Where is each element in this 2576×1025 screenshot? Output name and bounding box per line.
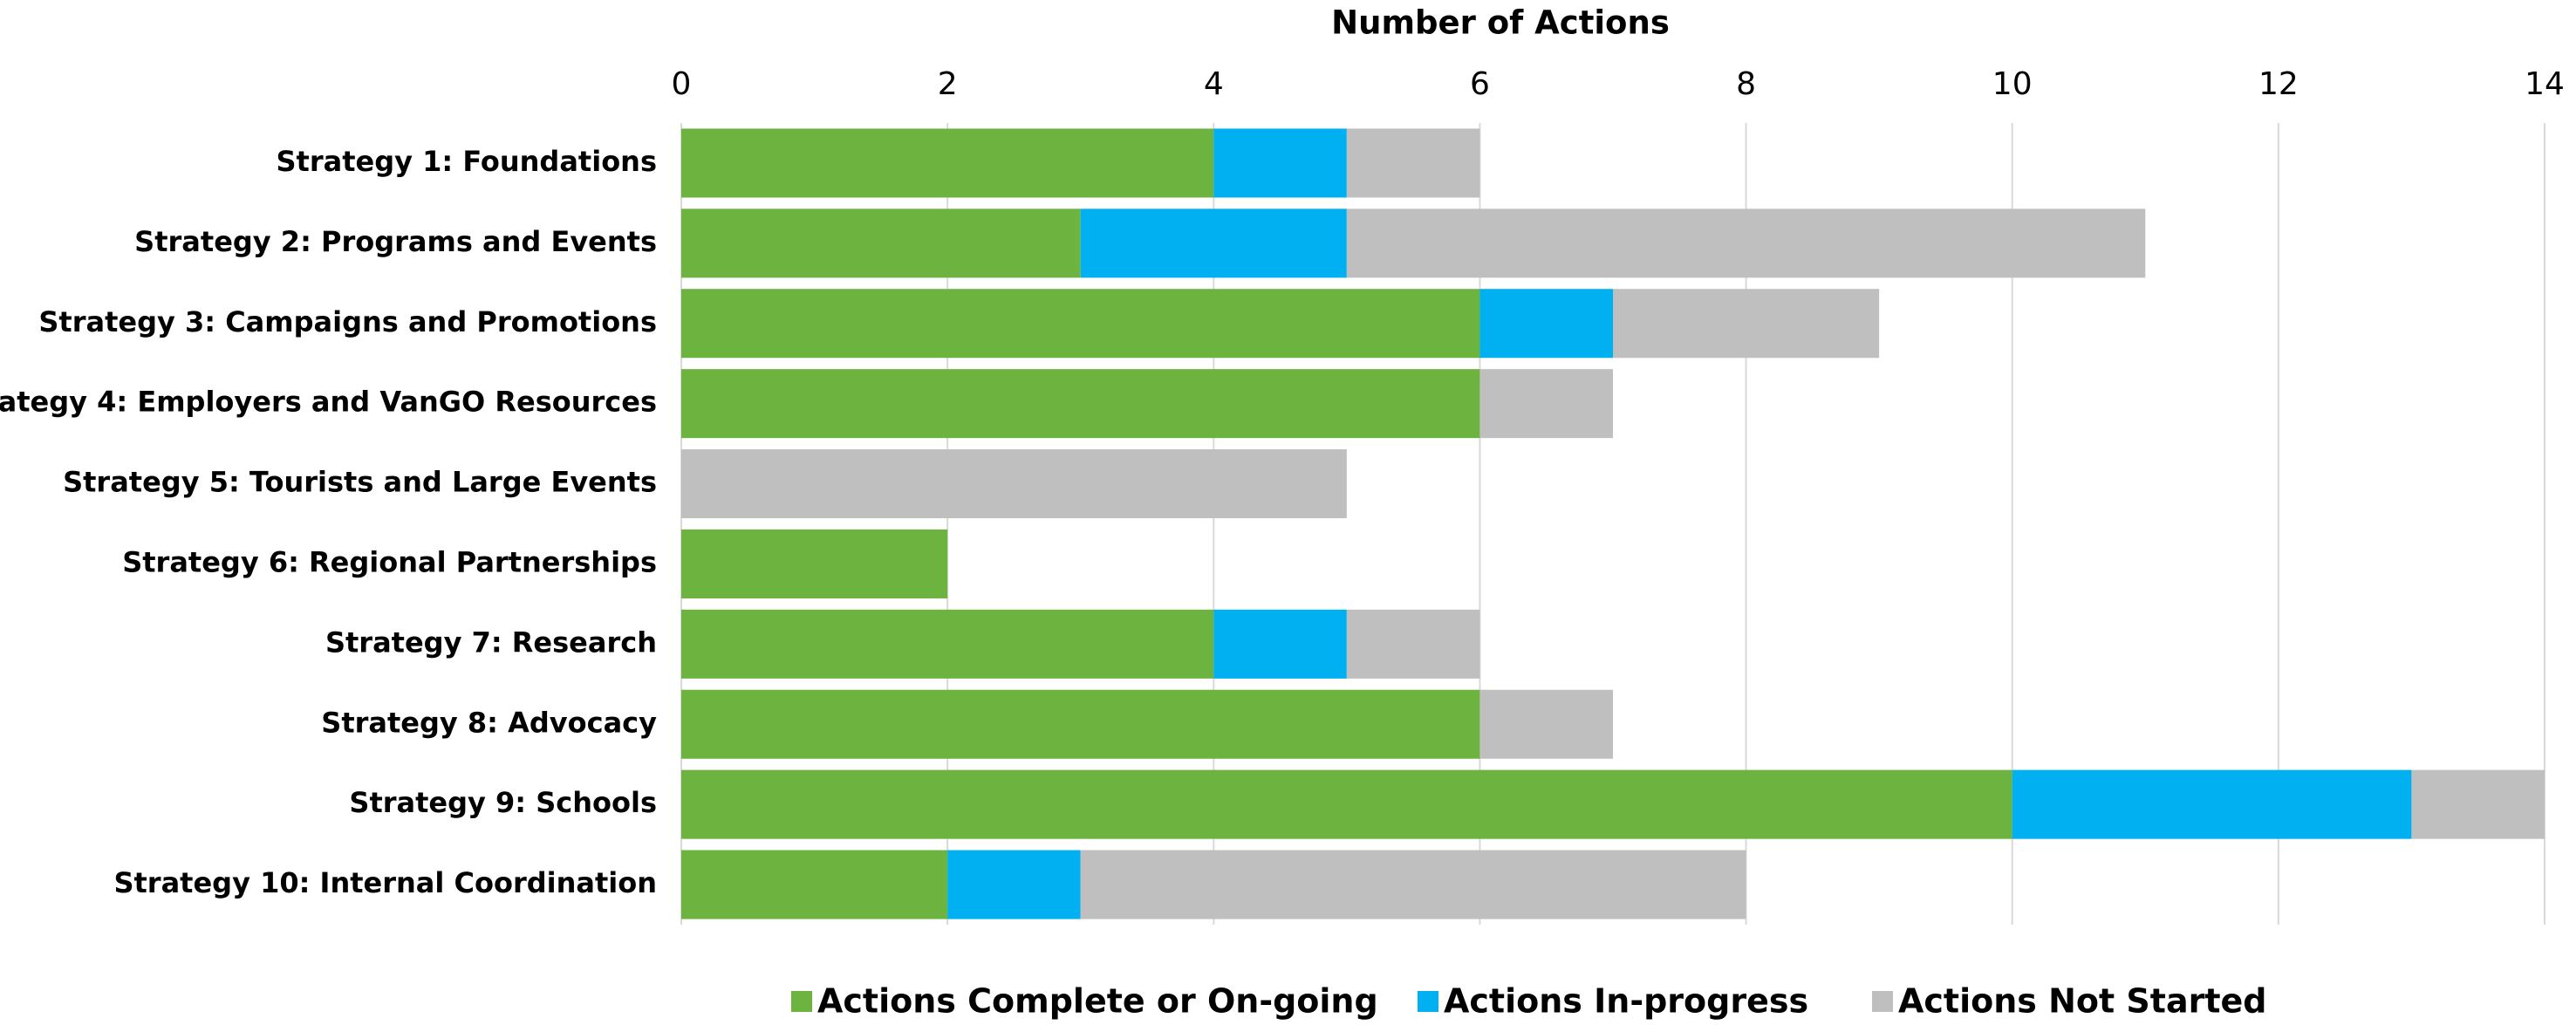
bar-segment <box>1613 289 1880 359</box>
bar-segment <box>1213 609 1347 679</box>
bar-segment <box>1080 208 1347 278</box>
category-label: Strategy 8: Advocacy <box>321 706 657 739</box>
x-tick-label: 14 <box>2525 66 2565 102</box>
bar-segment <box>681 369 1480 439</box>
legend-label: Actions Complete or On-going <box>817 982 1378 1021</box>
category-label: Strategy 5: Tourists and Large Events <box>63 466 657 499</box>
bar-segment <box>1479 689 1613 759</box>
category-label: Strategy 6: Regional Partnerships <box>122 545 657 578</box>
bar-segment <box>1479 289 1613 359</box>
legend-label: Actions In-progress <box>1444 982 1808 1021</box>
bar-segment <box>1346 609 1480 679</box>
bar-segment <box>1346 208 2146 278</box>
category-label: Strategy 4: Employers and VanGO Resource… <box>0 386 657 419</box>
category-label: Strategy 7: Research <box>325 625 657 659</box>
bar-segment <box>1080 850 1746 919</box>
bar-segment <box>681 289 1480 359</box>
category-label: Strategy 3: Campaigns and Promotions <box>38 305 657 338</box>
bar-segment <box>681 529 948 598</box>
bar-segment <box>2012 769 2412 839</box>
bar-segment <box>1346 128 1480 198</box>
x-tick-label: 12 <box>2258 66 2299 102</box>
x-tick-label: 0 <box>672 66 692 102</box>
bar-segment <box>681 850 948 919</box>
x-tick-label: 6 <box>1470 66 1490 102</box>
bar-segment <box>2411 769 2545 839</box>
x-tick-label: 2 <box>938 66 958 102</box>
bar-segment <box>947 850 1081 919</box>
x-tick-label: 10 <box>1992 66 2033 102</box>
legend-swatch <box>1418 991 1438 1012</box>
category-label: Strategy 2: Programs and Events <box>134 225 657 258</box>
bar-segment <box>681 128 1214 198</box>
axis-title: Number of Actions <box>1331 4 1670 42</box>
bar-segment <box>681 449 1347 519</box>
category-label: Strategy 10: Internal Coordination <box>113 866 657 899</box>
category-label: Strategy 1: Foundations <box>276 145 657 178</box>
legend-label: Actions Not Started <box>1898 982 2267 1021</box>
x-tick-label: 4 <box>1204 66 1224 102</box>
bar-segment <box>681 208 1081 278</box>
bar-segment <box>1479 369 1613 439</box>
bar-segment <box>681 609 1214 679</box>
x-tick-label: 8 <box>1736 66 1756 102</box>
bar-segment <box>1213 128 1347 198</box>
bar-segment <box>681 689 1480 759</box>
category-label: Strategy 9: Schools <box>349 786 657 819</box>
bar-segment <box>681 769 2012 839</box>
legend-swatch <box>791 991 812 1012</box>
legend-swatch <box>1872 991 1893 1012</box>
